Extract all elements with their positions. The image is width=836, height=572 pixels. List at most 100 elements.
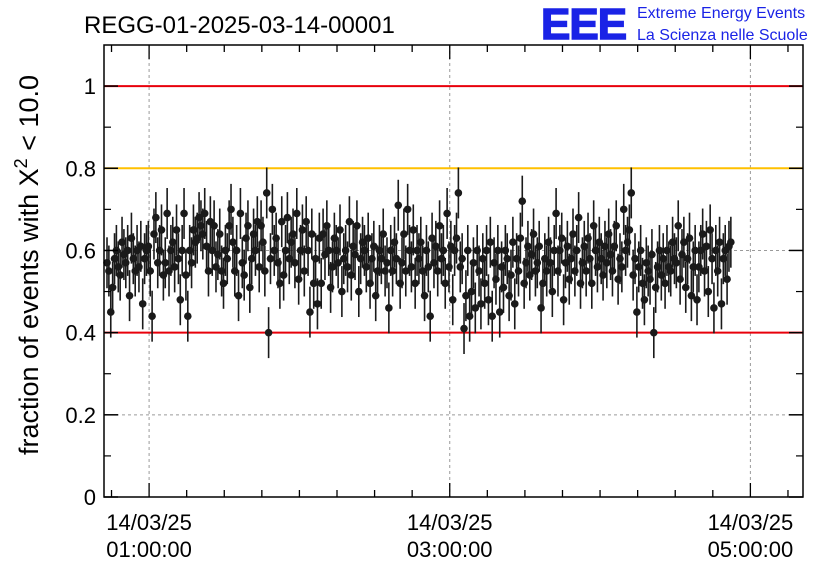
point-marker [265,329,273,337]
point-marker [409,226,417,234]
point-marker [325,247,333,255]
point-marker [543,267,551,275]
point-marker [496,308,504,316]
y-axis-label-prefix: fraction of events with [14,186,44,455]
point-marker [404,206,412,214]
point-marker [582,267,590,275]
point-marker [175,255,183,263]
point-marker [507,271,515,279]
logo-line-1: Extreme Energy Events [637,5,805,22]
point-marker [706,226,714,234]
point-marker [481,280,489,288]
x-tick-time-label: 01:00:00 [106,537,192,562]
point-marker [269,206,277,214]
point-marker [517,234,525,242]
point-marker [336,226,344,234]
point-marker [440,247,448,255]
data-point [139,278,147,329]
point-marker [223,255,231,263]
point-marker [661,280,669,288]
point-marker [398,259,406,267]
point-marker [515,267,523,275]
point-marker [558,234,566,242]
point-marker [530,230,538,238]
point-marker [627,189,635,197]
point-marker [453,234,461,242]
point-marker [667,267,675,275]
data-point [455,167,463,218]
point-marker [173,226,181,234]
point-marker [708,255,716,263]
point-marker [205,267,213,275]
point-marker [301,267,309,275]
point-marker [216,230,224,238]
y-axis-label: fraction of events with X2 < 10.0 [11,75,44,455]
data-point [633,287,641,338]
point-marker [648,251,656,259]
point-marker [618,263,626,271]
point-marker [714,267,722,275]
point-marker [346,218,354,226]
point-marker [124,247,132,255]
point-marker [417,238,425,246]
point-marker [503,255,511,263]
point-marker [631,255,639,263]
point-marker [284,214,292,222]
point-marker [263,189,271,197]
point-marker [299,226,307,234]
point-marker [289,230,297,238]
point-marker [494,247,502,255]
point-marker [408,263,416,271]
point-marker [573,247,581,255]
point-marker [487,238,495,246]
y-tick-label: 0 [84,485,96,510]
data-point [511,278,519,329]
point-marker [261,267,269,275]
point-marker [518,197,526,205]
logo-line-2: La Scienza nelle Scuole [637,27,808,44]
data-point [385,283,393,334]
point-marker [355,288,363,296]
point-marker [259,238,267,246]
point-marker [235,292,243,300]
point-marker [182,271,190,279]
data-point [496,287,504,338]
point-marker [492,275,500,283]
point-marker [400,230,408,238]
point-marker [552,210,560,218]
point-marker [139,300,147,308]
point-marker [727,238,735,246]
point-marker [306,308,314,316]
point-marker [210,222,218,230]
point-marker [282,247,290,255]
point-marker [304,247,312,255]
point-marker [650,329,658,337]
data-point [265,307,273,358]
data-point [464,225,472,276]
point-marker [699,230,707,238]
point-marker [180,210,188,218]
point-marker [603,259,611,267]
point-marker [291,259,299,267]
point-marker [500,284,508,292]
point-marker [509,238,517,246]
point-marker [674,222,682,230]
point-marker [109,284,117,292]
data-point [718,278,726,329]
point-marker [314,300,322,308]
point-marker [470,259,478,267]
data-point [346,196,354,247]
point-marker [535,243,543,251]
point-marker [426,312,434,320]
point-marker [394,201,402,209]
point-marker [347,271,355,279]
point-marker [389,267,397,275]
point-marker [710,304,718,312]
point-marker [244,222,252,230]
point-marker [317,280,325,288]
data-points [103,167,734,358]
y-tick-label: 0.2 [65,403,96,428]
point-marker [443,210,451,218]
data-point [306,287,314,338]
chart: REGG-01-2025-03-14-00001 EEE Extreme Ene… [0,0,836,572]
